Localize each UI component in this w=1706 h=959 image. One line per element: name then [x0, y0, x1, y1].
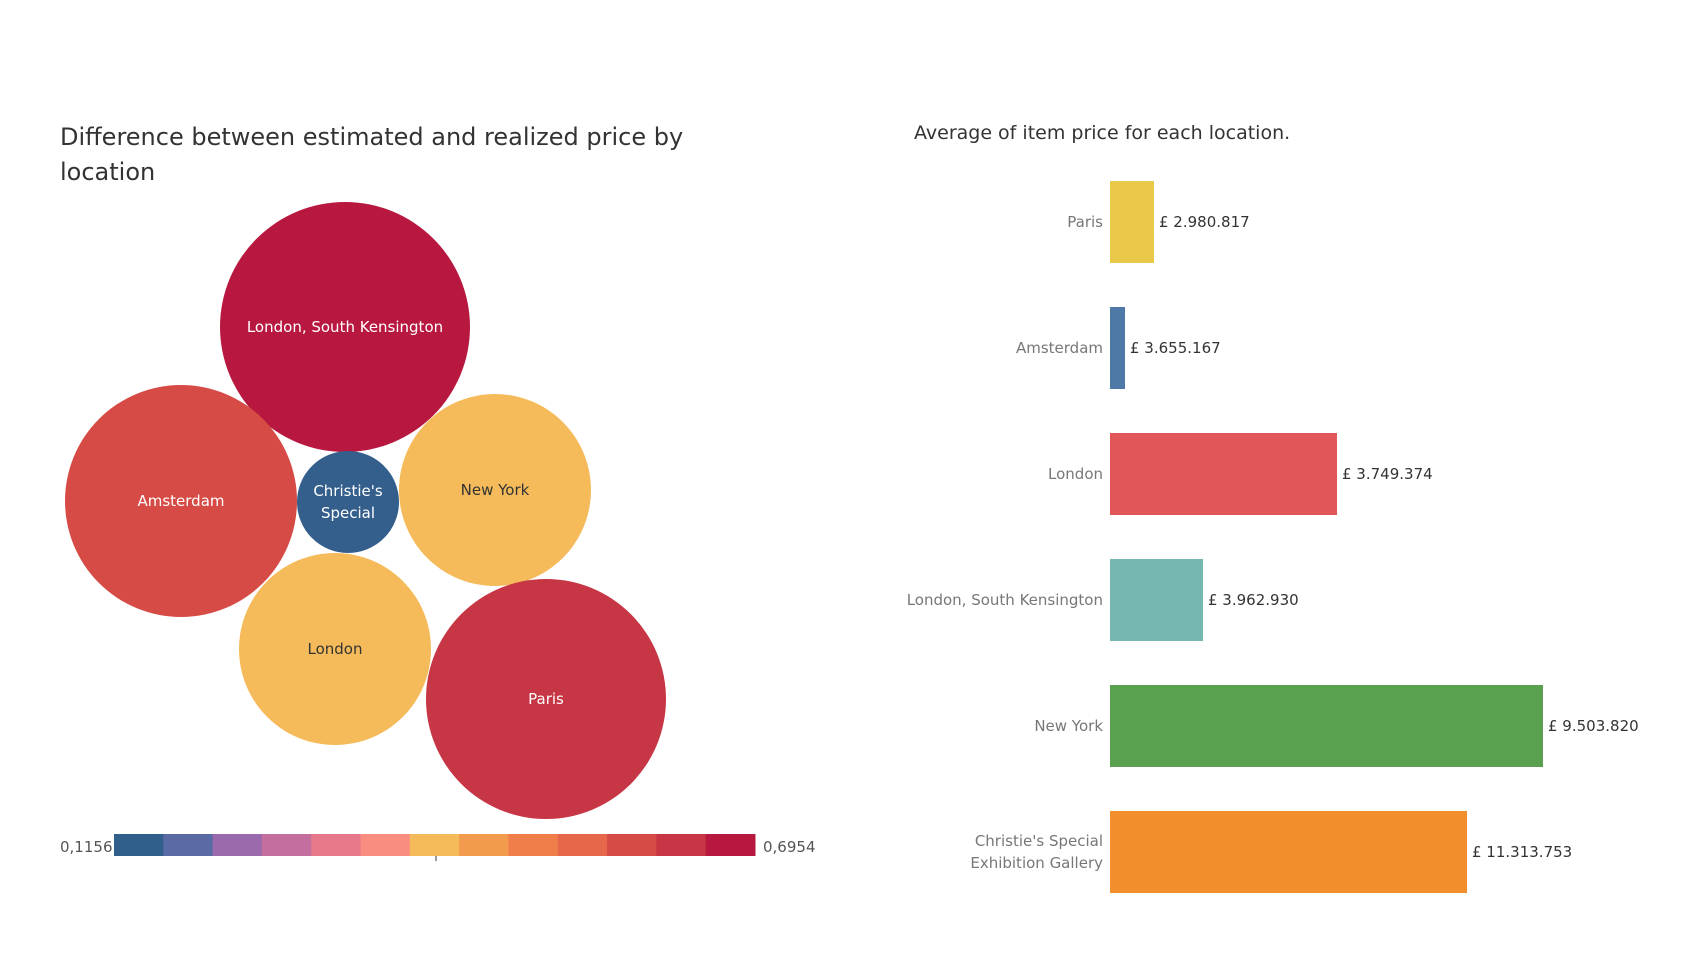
bubble-label: London — [308, 640, 363, 658]
bar-chart-title: Average of item price for each location. — [914, 122, 1291, 144]
value-label: £ 2.980.817 — [1159, 213, 1250, 231]
bar[interactable] — [1110, 811, 1467, 893]
category-label: Amsterdam — [1016, 339, 1103, 357]
bar[interactable] — [1110, 433, 1337, 515]
legend-swatch — [114, 834, 164, 856]
bubble[interactable] — [65, 385, 297, 617]
value-label: £ 3.749.374 — [1342, 465, 1433, 483]
value-label: £ 3.962.930 — [1208, 591, 1299, 609]
legend-swatch — [409, 834, 460, 856]
bar[interactable] — [1110, 685, 1543, 767]
bubble-label: New York — [461, 481, 530, 499]
bubble-chart: London, South Kensington Amsterdam Christi… — [60, 202, 816, 861]
category-label: London — [1048, 465, 1103, 483]
color-legend: 0,1156 0,6954 — [60, 834, 816, 861]
legend-max-label: 0,6954 — [763, 838, 816, 856]
bar-chart: Paris £ 2.980.817 Amsterdam £ 3.655.167 Lond… — [907, 181, 1639, 893]
legend-swatch — [311, 834, 362, 856]
category-label: London, South Kensington — [907, 591, 1103, 609]
value-label: £ 3.655.167 — [1130, 339, 1221, 357]
bar[interactable] — [1110, 307, 1125, 389]
bubble[interactable] — [426, 579, 666, 819]
bubble-label: Special — [321, 504, 375, 522]
legend-swatch — [163, 834, 214, 856]
bar[interactable] — [1110, 181, 1154, 263]
legend-swatch — [212, 834, 263, 856]
bar[interactable] — [1110, 559, 1203, 641]
legend-swatch — [508, 834, 559, 856]
legend-swatch — [459, 834, 509, 856]
bubble-label: London, South Kensington — [247, 318, 443, 336]
category-label: Paris — [1067, 213, 1103, 231]
legend-swatch — [261, 834, 312, 856]
bubble-chart-title: Difference between estimated and realize… — [60, 123, 684, 186]
bubble-label: Christie's — [313, 482, 383, 500]
value-label: £ 11.313.753 — [1472, 843, 1572, 861]
value-label: £ 9.503.820 — [1548, 717, 1639, 735]
legend-min-label: 0,1156 — [60, 838, 113, 856]
category-label: New York — [1034, 717, 1103, 735]
bubble[interactable] — [399, 394, 591, 586]
bubble[interactable] — [220, 202, 470, 452]
legend-swatch — [360, 834, 411, 856]
bubble-label: Amsterdam — [137, 492, 224, 510]
legend-swatch — [705, 834, 756, 856]
category-label: Exhibition Gallery — [970, 854, 1103, 872]
legend-swatch — [557, 834, 608, 856]
legend-swatch — [607, 834, 657, 856]
bubble-label: Paris — [528, 690, 564, 708]
legend-swatch — [656, 834, 707, 856]
bubble[interactable] — [297, 451, 399, 553]
bubble[interactable] — [239, 553, 431, 745]
category-label: Christie's Special — [975, 832, 1103, 850]
